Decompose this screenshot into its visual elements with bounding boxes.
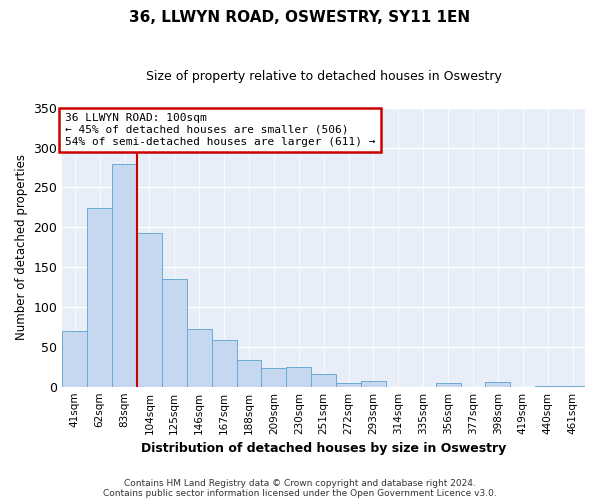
Bar xyxy=(212,340,236,386)
Text: Contains HM Land Registry data © Crown copyright and database right 2024.: Contains HM Land Registry data © Crown c… xyxy=(124,478,476,488)
Bar xyxy=(187,330,212,386)
X-axis label: Distribution of detached houses by size in Oswestry: Distribution of detached houses by size … xyxy=(141,442,506,455)
Text: 36 LLWYN ROAD: 100sqm
← 45% of detached houses are smaller (506)
54% of semi-det: 36 LLWYN ROAD: 100sqm ← 45% of detached … xyxy=(65,114,376,146)
Bar xyxy=(236,360,262,386)
Bar xyxy=(336,382,361,386)
Bar xyxy=(137,233,162,386)
Bar xyxy=(485,382,511,386)
Title: Size of property relative to detached houses in Oswestry: Size of property relative to detached ho… xyxy=(146,70,502,83)
Bar xyxy=(62,331,87,386)
Bar xyxy=(286,367,311,386)
Bar xyxy=(436,382,461,386)
Bar xyxy=(311,374,336,386)
Bar xyxy=(112,164,137,386)
Bar xyxy=(162,279,187,386)
Bar xyxy=(262,368,286,386)
Y-axis label: Number of detached properties: Number of detached properties xyxy=(15,154,28,340)
Bar xyxy=(361,381,386,386)
Text: Contains public sector information licensed under the Open Government Licence v3: Contains public sector information licen… xyxy=(103,488,497,498)
Text: 36, LLWYN ROAD, OSWESTRY, SY11 1EN: 36, LLWYN ROAD, OSWESTRY, SY11 1EN xyxy=(130,10,470,25)
Bar xyxy=(87,208,112,386)
